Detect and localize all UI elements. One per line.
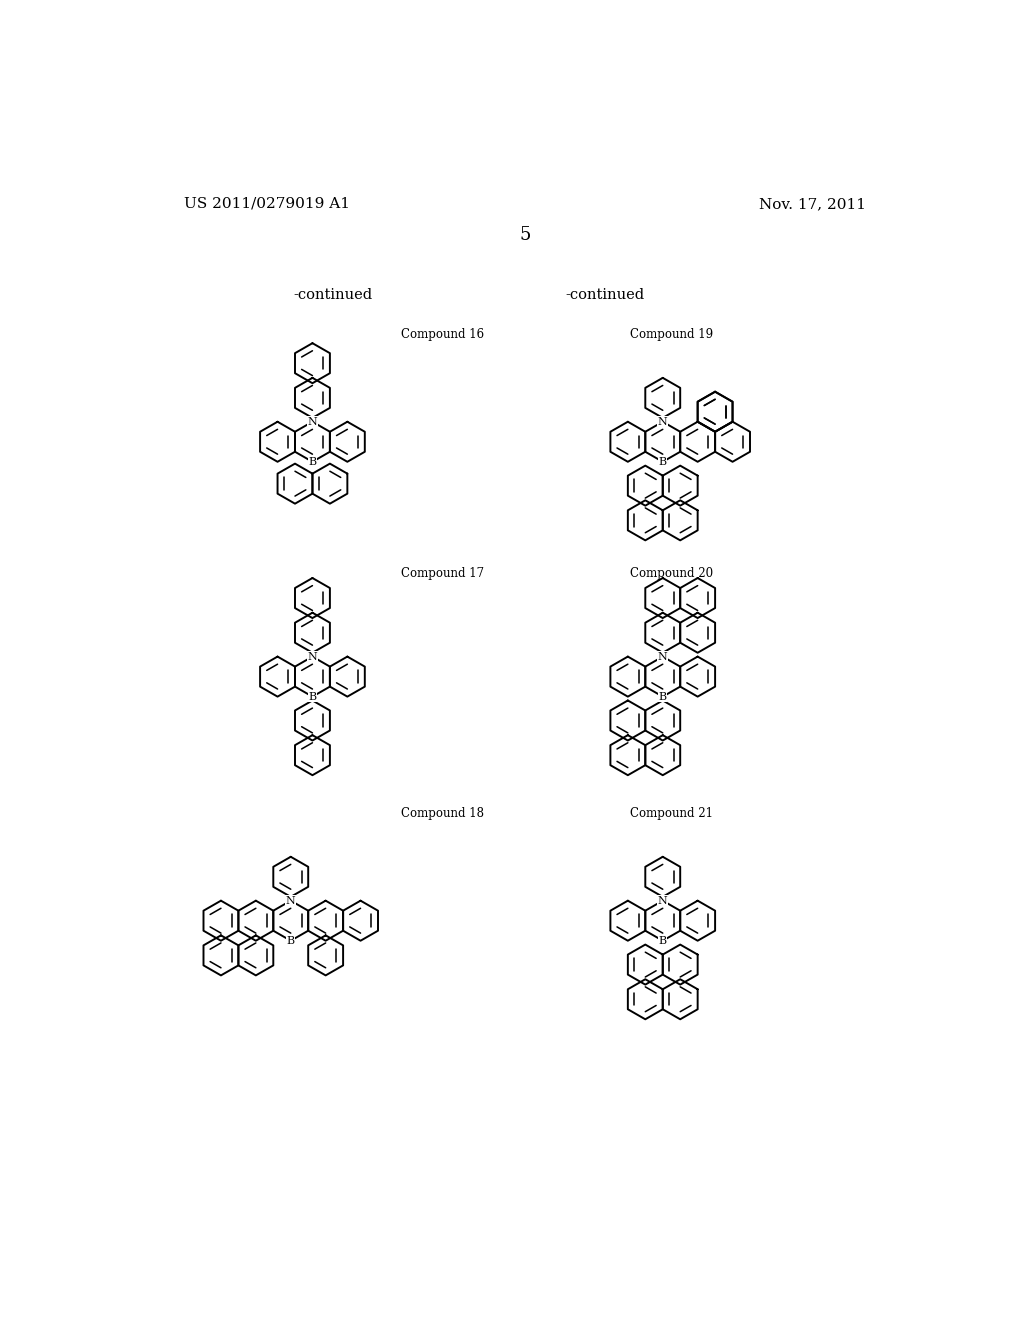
Text: N: N [657,896,668,906]
Text: Compound 21: Compound 21 [630,807,713,820]
Text: Compound 18: Compound 18 [400,807,483,820]
Text: Compound 20: Compound 20 [630,566,714,579]
Text: N: N [307,417,317,426]
Text: Compound 16: Compound 16 [400,327,484,341]
Text: B: B [308,457,316,467]
Text: B: B [658,692,667,702]
Text: B: B [658,936,667,945]
Text: Compound 17: Compound 17 [400,566,484,579]
Text: -continued: -continued [294,288,373,302]
Text: Nov. 17, 2011: Nov. 17, 2011 [759,197,866,211]
Text: US 2011/0279019 A1: US 2011/0279019 A1 [183,197,350,211]
Text: 5: 5 [519,226,530,244]
Text: N: N [307,652,317,661]
Text: N: N [286,896,296,906]
Text: B: B [287,936,295,945]
Text: B: B [658,457,667,467]
Text: B: B [308,692,316,702]
Text: Compound 19: Compound 19 [630,327,714,341]
Text: N: N [657,417,668,426]
Text: -continued: -continued [565,288,644,302]
Text: N: N [657,652,668,661]
